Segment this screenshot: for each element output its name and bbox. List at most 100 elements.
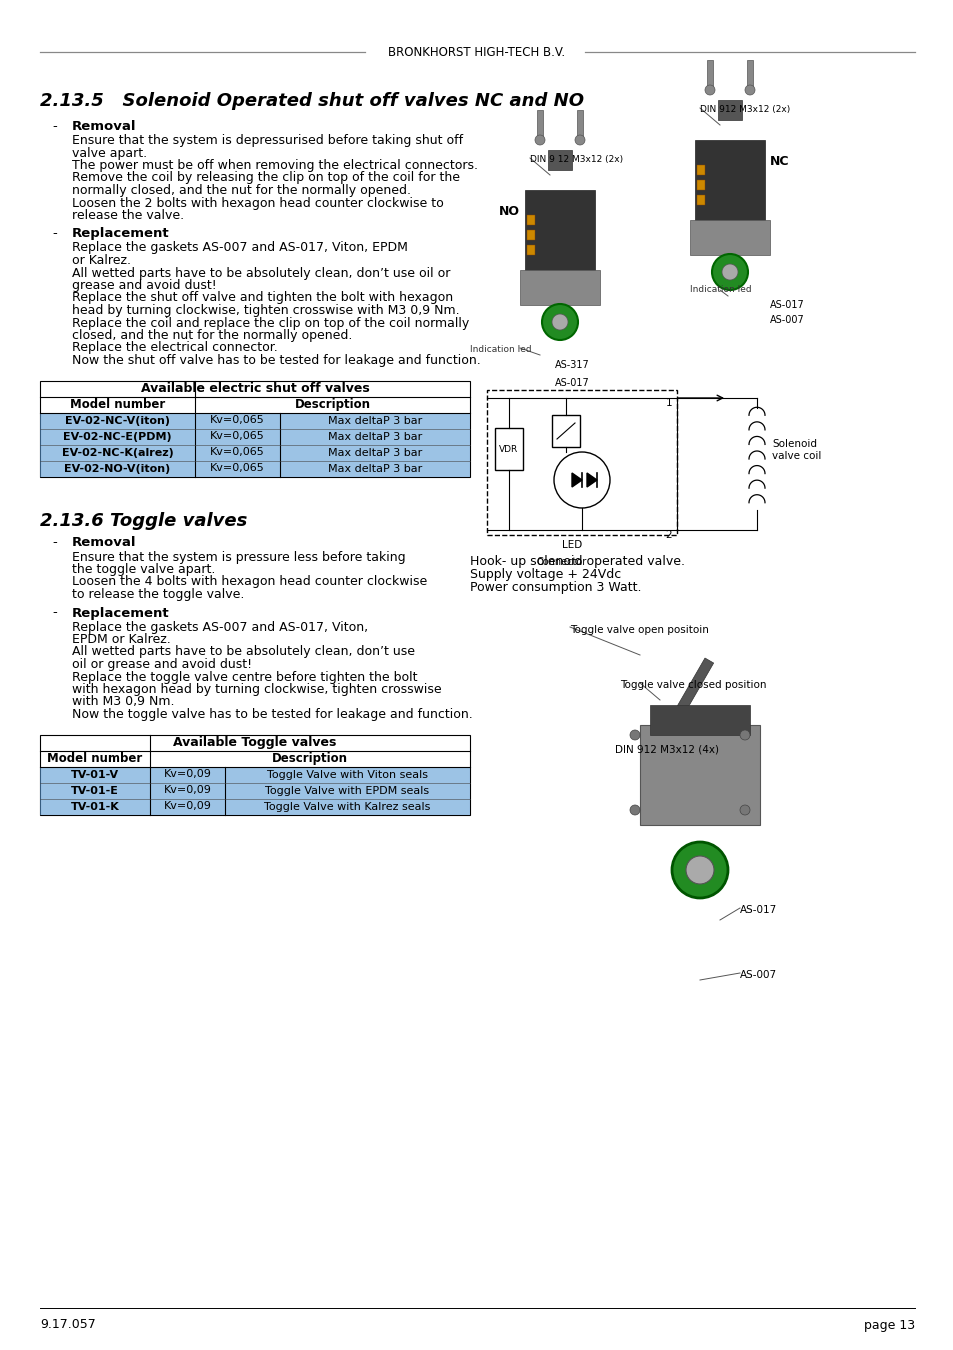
Text: 1: 1 (664, 398, 671, 408)
Text: AS-017: AS-017 (740, 904, 777, 915)
Text: TV-01-E: TV-01-E (71, 786, 119, 795)
Bar (40, 767, 470, 783)
Text: VDR: VDR (498, 444, 518, 454)
Bar (537, 109, 542, 140)
Circle shape (671, 842, 727, 898)
Text: oil or grease and avoid dust!: oil or grease and avoid dust! (71, 657, 252, 671)
Text: Kv=0,065: Kv=0,065 (210, 432, 265, 441)
Text: AS-007: AS-007 (740, 971, 777, 980)
Text: closed, and the nut for the normally opened.: closed, and the nut for the normally ope… (71, 329, 352, 342)
Bar (40, 734, 470, 814)
Text: Remove the coil by releasing the clip on top of the coil for the: Remove the coil by releasing the clip on… (71, 171, 459, 185)
Text: Kv=0,09: Kv=0,09 (163, 769, 212, 779)
Bar (40, 444, 470, 460)
Text: Now the toggle valve has to be tested for leakage and function.: Now the toggle valve has to be tested fo… (71, 707, 473, 721)
Text: Max deltaP 3 bar: Max deltaP 3 bar (328, 416, 421, 425)
Text: with hexagon head by turning clockwise, tighten crosswise: with hexagon head by turning clockwise, … (71, 683, 441, 697)
Text: to release the toggle valve.: to release the toggle valve. (71, 589, 244, 601)
Text: TV-01-K: TV-01-K (71, 802, 119, 811)
Text: AS-017: AS-017 (555, 378, 589, 387)
Bar (40, 783, 470, 798)
Text: 2: 2 (664, 531, 671, 540)
Text: Description: Description (272, 752, 348, 765)
Text: Replace the coil and replace the clip on top of the coil normally: Replace the coil and replace the clip on… (71, 316, 469, 329)
Circle shape (740, 730, 749, 740)
Text: Replace the gaskets AS-007 and AS-017, Viton,: Replace the gaskets AS-007 and AS-017, V… (71, 621, 368, 633)
Circle shape (685, 856, 713, 884)
Text: Replace the toggle valve centre before tighten the bolt: Replace the toggle valve centre before t… (71, 671, 417, 683)
Bar (526, 244, 535, 255)
Text: AS-007: AS-007 (769, 315, 804, 325)
Text: 9.17.057: 9.17.057 (40, 1319, 95, 1331)
Circle shape (740, 805, 749, 815)
Text: Ensure that the system is depressurised before taking shut off: Ensure that the system is depressurised … (71, 134, 462, 147)
Bar (675, 657, 713, 716)
Text: -: - (52, 606, 56, 620)
Text: Available electric shut off valves: Available electric shut off valves (140, 382, 369, 396)
Text: Ensure that the system is pressure less before taking: Ensure that the system is pressure less … (71, 551, 405, 563)
Text: EV-02-NC-V(iton): EV-02-NC-V(iton) (65, 416, 170, 425)
Text: EPDM or Kalrez.: EPDM or Kalrez. (71, 633, 171, 647)
Bar (524, 190, 595, 270)
Bar (552, 414, 579, 447)
Text: Hook- up solenoid operated valve.: Hook- up solenoid operated valve. (470, 555, 684, 568)
Circle shape (711, 254, 747, 290)
Bar (40, 413, 470, 428)
Text: EV-02-NC-E(PDM): EV-02-NC-E(PDM) (63, 432, 172, 441)
Text: Removal: Removal (71, 536, 136, 549)
Text: DIN 912 M3x12 (4x): DIN 912 M3x12 (4x) (615, 745, 719, 755)
Text: Toggle valve open positoin: Toggle valve open positoin (569, 625, 708, 634)
Text: Toggle Valve with Viton seals: Toggle Valve with Viton seals (267, 769, 428, 779)
Text: Now the shut off valve has to be tested for leakage and function.: Now the shut off valve has to be tested … (71, 354, 480, 367)
Text: Max deltaP 3 bar: Max deltaP 3 bar (328, 432, 421, 441)
Text: Toggle Valve with Kalrez seals: Toggle Valve with Kalrez seals (264, 802, 430, 811)
Text: head by turning clockwise, tighten crosswise with M3 0,9 Nm.: head by turning clockwise, tighten cross… (71, 304, 459, 317)
Text: the toggle valve apart.: the toggle valve apart. (71, 563, 215, 576)
Bar (718, 100, 741, 120)
Text: -: - (52, 536, 56, 549)
Text: TV-01-V: TV-01-V (71, 769, 119, 779)
Text: The power must be off when removing the electrical connectors.: The power must be off when removing the … (71, 159, 477, 171)
Text: Kv=0,065: Kv=0,065 (210, 447, 265, 458)
Text: Kv=0,09: Kv=0,09 (163, 802, 212, 811)
Circle shape (704, 85, 714, 94)
Bar (639, 725, 760, 825)
Text: with M3 0,9 Nm.: with M3 0,9 Nm. (71, 695, 174, 709)
Circle shape (575, 135, 584, 144)
Text: Replace the gaskets AS-007 and AS-017, Viton, EPDM: Replace the gaskets AS-007 and AS-017, V… (71, 242, 408, 255)
Text: Replace the electrical connector.: Replace the electrical connector. (71, 342, 277, 355)
Text: Solenoid
valve coil: Solenoid valve coil (771, 439, 821, 460)
Text: grease and avoid dust!: grease and avoid dust! (71, 279, 216, 292)
Text: EV-02-NC-K(alrez): EV-02-NC-K(alrez) (62, 447, 173, 458)
Text: page 13: page 13 (863, 1319, 914, 1331)
Bar (547, 150, 572, 170)
Text: or Kalrez.: or Kalrez. (71, 254, 131, 267)
Bar (40, 381, 470, 477)
Text: Description: Description (294, 398, 370, 410)
Text: -: - (52, 228, 56, 240)
Text: Replacement: Replacement (71, 606, 170, 620)
Text: EV-02-NO-V(iton): EV-02-NO-V(iton) (64, 463, 171, 474)
Text: DIN 9 12 M3x12 (2x): DIN 9 12 M3x12 (2x) (530, 155, 622, 163)
Text: LED: LED (561, 540, 581, 549)
Circle shape (629, 805, 639, 815)
Bar (40, 428, 470, 444)
Text: NC: NC (769, 155, 789, 167)
Bar (519, 270, 599, 305)
Text: All wetted parts have to be absolutely clean, don’t use oil or: All wetted parts have to be absolutely c… (71, 266, 450, 279)
Text: Replacement: Replacement (71, 228, 170, 240)
Text: -: - (52, 120, 56, 134)
Bar (526, 215, 535, 225)
Text: NO: NO (498, 205, 519, 217)
Bar (689, 220, 769, 255)
Polygon shape (572, 472, 581, 487)
Bar (486, 390, 677, 535)
Text: Indication led: Indication led (689, 285, 751, 294)
Text: 2.13.5   Solenoid Operated shut off valves NC and NO: 2.13.5 Solenoid Operated shut off valves… (40, 92, 583, 109)
Text: All wetted parts have to be absolutely clean, don’t use: All wetted parts have to be absolutely c… (71, 645, 415, 659)
Bar (40, 798, 470, 814)
Text: Power consumption 3 Watt.: Power consumption 3 Watt. (470, 580, 640, 594)
Bar (695, 140, 764, 220)
Text: Model number: Model number (70, 398, 165, 410)
Text: Loosen the 2 bolts with hexagon head counter clockwise to: Loosen the 2 bolts with hexagon head cou… (71, 197, 443, 209)
